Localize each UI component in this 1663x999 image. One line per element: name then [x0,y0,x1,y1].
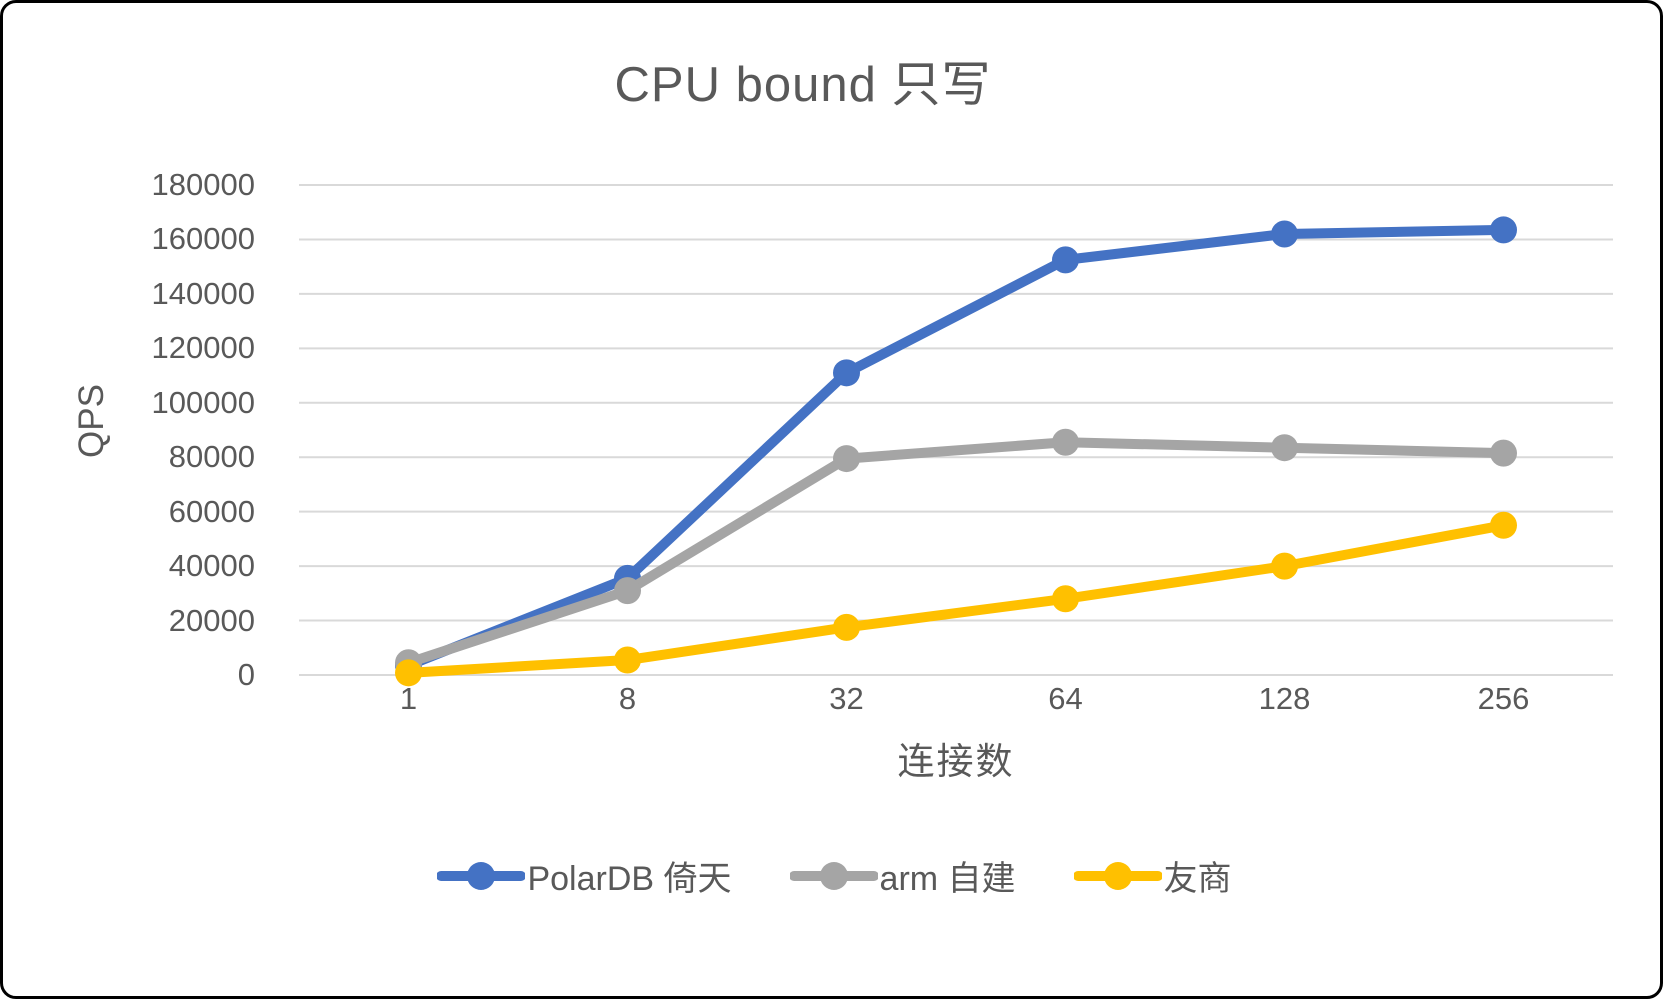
data-point-marker [1271,220,1298,248]
y-tick-label: 80000 [168,439,255,475]
y-tick-label: 20000 [168,602,255,638]
y-tick-label: 100000 [151,384,255,420]
legend-item-友商: 友商 [1073,851,1232,900]
legend-label: arm 自建 [879,860,1016,898]
data-point-marker [395,659,422,687]
data-point-marker [833,445,860,473]
legend-item-PolarDB 倚天: PolarDB 倚天 [437,851,732,900]
data-point-marker [1052,428,1079,456]
legend-label: 友商 [1163,860,1232,898]
legend-marker-icon [437,861,526,890]
y-tick-label: 40000 [168,548,255,584]
series-line-PolarDB 倚天 [403,224,1509,671]
x-tick-label: 8 [618,681,637,716]
x-axis-title: 连接数 [897,741,1015,782]
y-tick-label: 60000 [168,493,255,529]
x-tick-label: 128 [1258,681,1311,716]
legend-marker-icon [789,861,878,890]
data-point-marker [1490,511,1517,539]
line-chart-canvas [299,184,1613,687]
legend-marker-icon [1073,861,1162,890]
data-point-marker [1490,216,1517,244]
data-point-marker [614,577,641,605]
data-point-marker [833,613,860,641]
data-point-marker [833,359,860,387]
legend-item-arm 自建: arm 自建 [789,851,1016,900]
x-tick-label: 64 [1048,681,1083,716]
chart-legend: PolarDB 倚天 arm 自建 友商 [3,851,1660,900]
data-point-marker [614,646,641,674]
data-point-marker [1052,585,1079,613]
data-point-marker [1271,552,1298,580]
data-point-marker [1490,439,1517,467]
y-tick-label: 160000 [151,221,255,257]
x-tick-label: 1 [399,681,418,716]
chart-title: CPU bound 只写 [614,58,992,112]
y-tick-label: 0 [237,657,255,692]
x-tick-label: 256 [1477,681,1530,716]
data-point-marker [1052,246,1079,274]
y-axis-title: QPS [71,384,111,458]
y-tick-label: 180000 [151,167,255,202]
x-tick-label: 32 [829,681,864,716]
series-line-友商 [403,520,1509,678]
y-tick-label: 120000 [151,330,255,366]
legend-label: PolarDB 倚天 [527,860,732,898]
data-point-marker [1271,434,1298,462]
series-line-arm 自建 [403,437,1509,668]
y-tick-label: 140000 [151,275,255,311]
